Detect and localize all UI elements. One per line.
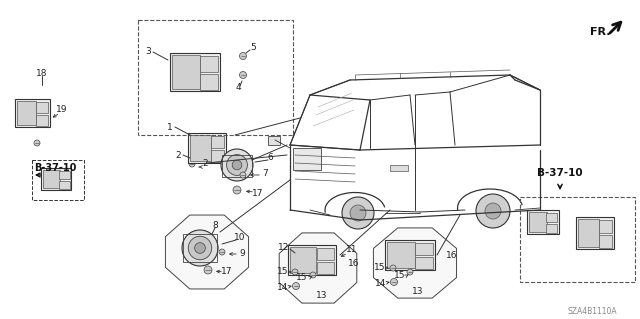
Text: 15: 15 <box>394 271 406 280</box>
Text: 15: 15 <box>277 268 289 277</box>
Circle shape <box>292 283 300 290</box>
Circle shape <box>240 172 246 178</box>
Bar <box>268 136 280 145</box>
Circle shape <box>232 160 242 170</box>
Bar <box>415 257 433 269</box>
Bar <box>578 219 599 247</box>
Circle shape <box>239 71 246 78</box>
Bar <box>188 133 226 163</box>
Bar <box>546 213 557 222</box>
Bar <box>32 160 84 200</box>
Text: 17: 17 <box>252 189 264 197</box>
Bar <box>415 243 433 255</box>
Text: 7: 7 <box>262 169 268 179</box>
Bar <box>15 99 49 127</box>
Bar <box>527 210 559 234</box>
Text: 2: 2 <box>175 151 181 160</box>
Bar <box>211 150 224 162</box>
Bar <box>183 234 217 262</box>
Text: 11: 11 <box>346 246 358 255</box>
Text: 16: 16 <box>348 258 360 268</box>
Text: 9: 9 <box>239 249 245 257</box>
Bar <box>59 181 70 189</box>
Text: 8: 8 <box>212 220 218 229</box>
Text: 15: 15 <box>296 273 308 283</box>
Circle shape <box>485 203 501 219</box>
Circle shape <box>350 205 366 221</box>
Bar <box>170 53 220 91</box>
Bar <box>190 135 211 161</box>
Bar <box>599 235 612 248</box>
Text: 18: 18 <box>36 69 48 78</box>
Text: 6: 6 <box>267 153 273 162</box>
Circle shape <box>219 249 225 255</box>
Text: 12: 12 <box>278 242 290 251</box>
Circle shape <box>390 278 397 286</box>
Circle shape <box>188 236 212 260</box>
Polygon shape <box>165 215 248 289</box>
Text: 3: 3 <box>145 48 151 56</box>
Bar <box>317 262 333 274</box>
Circle shape <box>310 272 316 278</box>
Text: 1: 1 <box>167 122 173 131</box>
Text: B-37-10: B-37-10 <box>34 163 76 173</box>
Bar <box>59 171 70 179</box>
Bar <box>293 148 321 170</box>
Text: 14: 14 <box>375 278 387 287</box>
Text: 19: 19 <box>56 106 68 115</box>
Bar <box>41 168 71 190</box>
Bar <box>546 224 557 233</box>
Bar <box>172 55 200 89</box>
Text: 5: 5 <box>250 43 256 53</box>
Circle shape <box>34 140 40 146</box>
Bar <box>222 155 252 177</box>
Text: FR.: FR. <box>589 27 611 37</box>
Circle shape <box>239 53 246 60</box>
Circle shape <box>390 265 396 271</box>
Bar <box>200 74 218 90</box>
Text: 13: 13 <box>412 287 424 296</box>
Circle shape <box>342 197 374 229</box>
Bar <box>599 220 612 233</box>
Bar <box>35 102 48 113</box>
Circle shape <box>292 269 298 275</box>
Circle shape <box>233 186 241 194</box>
Circle shape <box>476 194 510 228</box>
Circle shape <box>407 269 413 275</box>
Text: 16: 16 <box>446 250 458 259</box>
Bar <box>288 245 336 275</box>
Bar <box>387 242 415 268</box>
Bar <box>200 56 218 72</box>
Text: SZA4B1110A: SZA4B1110A <box>567 307 617 315</box>
Circle shape <box>204 266 212 274</box>
Bar <box>385 240 435 270</box>
Bar <box>211 136 224 148</box>
Circle shape <box>221 149 253 181</box>
Bar <box>290 247 316 273</box>
Bar <box>317 248 333 260</box>
Text: 4: 4 <box>235 84 241 93</box>
Circle shape <box>182 230 218 266</box>
Polygon shape <box>373 228 456 298</box>
Text: 2: 2 <box>202 160 208 168</box>
Text: 15: 15 <box>374 263 386 272</box>
Bar <box>529 212 547 232</box>
Bar <box>390 165 408 171</box>
Bar <box>43 170 60 188</box>
Bar <box>576 217 614 249</box>
Circle shape <box>189 161 195 167</box>
Circle shape <box>227 155 248 175</box>
Text: 17: 17 <box>221 268 233 277</box>
Bar <box>520 197 635 282</box>
Text: 10: 10 <box>234 234 246 242</box>
Bar <box>17 101 36 125</box>
Bar <box>35 115 48 126</box>
Text: 13: 13 <box>316 291 328 300</box>
Bar <box>138 20 293 135</box>
Text: 14: 14 <box>277 283 289 292</box>
Circle shape <box>195 243 205 253</box>
Polygon shape <box>279 233 357 303</box>
Text: B-37-10: B-37-10 <box>537 168 583 178</box>
